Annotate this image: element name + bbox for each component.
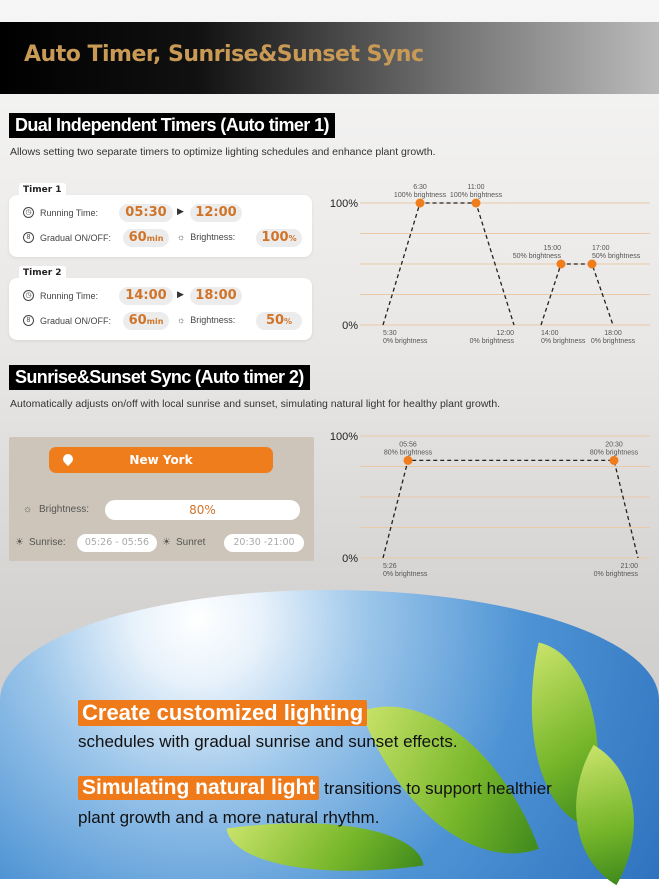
start-time-field[interactable]: 05:30 [119, 204, 173, 222]
gradual-label: Gradual ON/OFF: [40, 315, 112, 326]
point-time-label: 6:30 [413, 184, 427, 191]
timer-label: Timer 2 [19, 266, 66, 279]
city-button[interactable]: New York [49, 447, 273, 473]
point-brightness-label: 0% brightness [383, 571, 428, 578]
y-tick-label: 100% [330, 431, 358, 443]
point-brightness-label: 100% brightness [450, 192, 503, 199]
point-brightness-label: 100% brightness [394, 192, 447, 199]
brightness-label: Brightness: [190, 232, 236, 242]
bottom-text-3: plant growth and a more natural rhythm. [78, 808, 380, 827]
point-brightness-label: 0% brightness [594, 571, 639, 578]
point-time-label: 5:30 [383, 330, 397, 337]
point-time-label: 20:30 [605, 441, 623, 448]
point-time-label: 18:00 [604, 330, 622, 337]
point-time-label: 21:00 [620, 563, 638, 570]
sunset-field[interactable]: 20:30 -21:00 [224, 534, 304, 552]
brightness-field[interactable]: 100% [256, 229, 302, 247]
data-point [403, 455, 413, 465]
gradual-icon: 8 [23, 315, 34, 326]
section-title-timers: Dual Independent Timers (Auto timer 1) [9, 113, 335, 138]
highlight-1: Create customized lighting [78, 700, 368, 726]
bulb-icon: ☼ [23, 504, 33, 515]
point-brightness-label: 0% brightness [591, 338, 636, 345]
running-time-label: Running Time: [40, 207, 99, 218]
data-point [587, 259, 597, 269]
gradual-icon: 8 [23, 232, 34, 243]
end-time-field[interactable]: 12:00 [190, 204, 242, 222]
brightness-field[interactable]: 80% [105, 500, 300, 520]
timer-label: Timer 1 [19, 183, 66, 196]
start-time-field[interactable]: 14:00 [119, 287, 173, 305]
point-time-label: 5:26 [383, 563, 397, 570]
clock-icon: ◷ [23, 207, 34, 218]
section-title-sunsync: Sunrise&Sunset Sync (Auto timer 2) [9, 365, 310, 390]
sunrise-label: Sunrise: [29, 537, 66, 548]
gradual-label: Gradual ON/OFF: [40, 232, 112, 243]
sunset-icon: ☀ [162, 537, 171, 548]
section-description-timers: Allows setting two separate timers to op… [10, 146, 436, 158]
play-arrow-icon: ▶ [177, 290, 184, 300]
brightness-label: Brightness: [39, 504, 90, 515]
page-title: Auto Timer, Sunrise&Sunset Sync [24, 42, 424, 67]
point-brightness-label: 0% brightness [541, 338, 586, 345]
data-point [415, 198, 425, 208]
point-brightness-label: 50% brightness [513, 253, 562, 260]
running-time-label: Running Time: [40, 290, 99, 301]
gradual-field[interactable]: 60min [123, 312, 169, 330]
clock-icon: ◷ [23, 290, 34, 301]
gradual-field[interactable]: 60min [123, 229, 169, 247]
series-line [540, 263, 614, 326]
point-time-label: 17:00 [592, 245, 610, 252]
bottom-text-2: Simulating natural light transitions to … [78, 776, 552, 800]
point-time-label: 14:00 [541, 330, 559, 337]
sky-image [0, 590, 659, 892]
timer-card: ◷ Running Time: 14:00 ▶ 18:00 8 Gradual ON… [9, 278, 312, 340]
point-time-label: 15:00 [543, 245, 561, 252]
sunset-label: Sunret [176, 537, 206, 548]
y-tick-label: 0% [342, 320, 358, 332]
end-time-field[interactable]: 18:00 [190, 287, 242, 305]
bulb-icon: ☼ [177, 232, 186, 242]
bulb-icon: ☼ [177, 315, 186, 325]
series-line [382, 202, 515, 326]
location-pin-icon [60, 451, 76, 467]
data-point [609, 455, 619, 465]
play-arrow-icon: ▶ [177, 207, 184, 217]
sunrise-field[interactable]: 05:26 - 05:56 [77, 534, 157, 552]
section-description-sunsync: Automatically adjusts on/off with local … [10, 398, 501, 410]
highlight-2: Simulating natural light [78, 776, 320, 800]
point-time-label: 05:56 [399, 441, 417, 448]
brightness-label: Brightness: [190, 315, 236, 325]
timer-card: ◷ Running Time: 05:30 ▶ 12:00 8 Gradual ON… [9, 195, 312, 257]
sunsync-panel: New York ☼ Brightness: 80% ☀ Sunrise: 05… [9, 437, 314, 561]
city-name: New York [129, 453, 193, 467]
y-tick-label: 0% [342, 553, 358, 565]
point-brightness-label: 0% brightness [383, 338, 428, 345]
point-brightness-label: 0% brightness [470, 338, 515, 345]
y-tick-label: 100% [330, 198, 358, 210]
data-point [556, 259, 566, 269]
point-brightness-label: 80% brightness [384, 449, 433, 456]
brightness-field[interactable]: 50% [256, 312, 302, 330]
sunrise-icon: ☀ [15, 537, 24, 548]
point-time-label: 12:00 [496, 330, 514, 337]
point-brightness-label: 80% brightness [590, 449, 639, 456]
header-banner: Auto Timer, Sunrise&Sunset Sync [0, 22, 659, 94]
bottom-text-1: schedules with gradual sunrise and sunse… [78, 732, 458, 751]
point-time-label: 11:00 [468, 184, 485, 191]
series-line [382, 459, 639, 559]
data-point [471, 198, 481, 208]
point-brightness-label: 50% brightness [592, 253, 641, 260]
